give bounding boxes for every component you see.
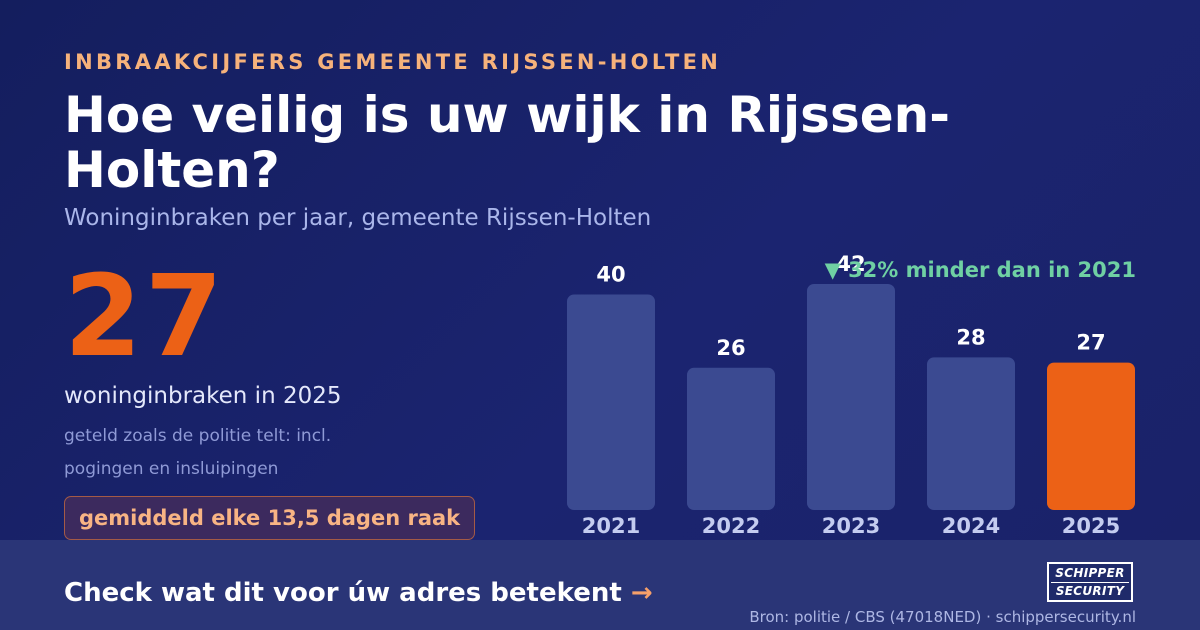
counting-note: geteld zoals de politie telt: incl. pogi… bbox=[64, 426, 332, 479]
highlight-label: woninginbraken in 2025 bbox=[64, 383, 342, 409]
logo-line-2: SECURITY bbox=[1055, 583, 1125, 598]
footer-bar: Check wat dit voor úw adres betekent → S… bbox=[0, 540, 1200, 630]
tick-label-2024: 2024 bbox=[942, 514, 1000, 538]
value-label-2024: 28 bbox=[956, 325, 985, 349]
schipper-security-logo: SCHIPPER SECURITY bbox=[1047, 562, 1133, 602]
frequency-badge: gemiddeld elke 13,5 dagen raak bbox=[64, 496, 476, 540]
logo-divider bbox=[1051, 581, 1129, 583]
tick-label-2022: 2022 bbox=[702, 514, 760, 538]
source-credit: Bron: politie / CBS (47018NED) · schippe… bbox=[749, 608, 1136, 626]
tick-label-2021: 2021 bbox=[582, 514, 640, 538]
bar-2023 bbox=[807, 284, 895, 510]
bar-2025 bbox=[1047, 362, 1135, 510]
value-label-2025: 27 bbox=[1076, 331, 1105, 355]
bar-2024 bbox=[927, 357, 1015, 510]
value-label-2023: 42 bbox=[836, 252, 865, 276]
burglary-bar-chart: 40 2021 26 2022 42 2023 28 2024 27 2025 bbox=[567, 252, 1135, 538]
value-label-2022: 26 bbox=[716, 336, 745, 360]
cta-text: Check wat dit voor úw adres betekent bbox=[64, 578, 622, 608]
tick-label-2025: 2025 bbox=[1062, 514, 1120, 538]
arrow-right-icon: → bbox=[630, 578, 653, 608]
page-subtitle: Woninginbraken per jaar, gemeente Rijsse… bbox=[64, 205, 652, 231]
page-title: Hoe veilig is uw wijk in Rijssen-Holten? bbox=[64, 86, 950, 199]
tick-label-2023: 2023 bbox=[822, 514, 880, 538]
eyebrow-heading: INBRAAKCIJFERS GEMEENTE RIJSSEN-HOLTEN bbox=[64, 50, 722, 74]
check-address-link[interactable]: Check wat dit voor úw adres betekent → bbox=[64, 578, 653, 608]
bar-2021 bbox=[567, 294, 655, 510]
logo-line-1: SCHIPPER bbox=[1055, 565, 1125, 580]
bar-2022 bbox=[687, 367, 775, 510]
highlight-number: 27 bbox=[64, 252, 226, 382]
value-label-2021: 40 bbox=[596, 262, 625, 286]
change-annotation: ▼ 32% minder dan in 2021 bbox=[824, 258, 1136, 282]
